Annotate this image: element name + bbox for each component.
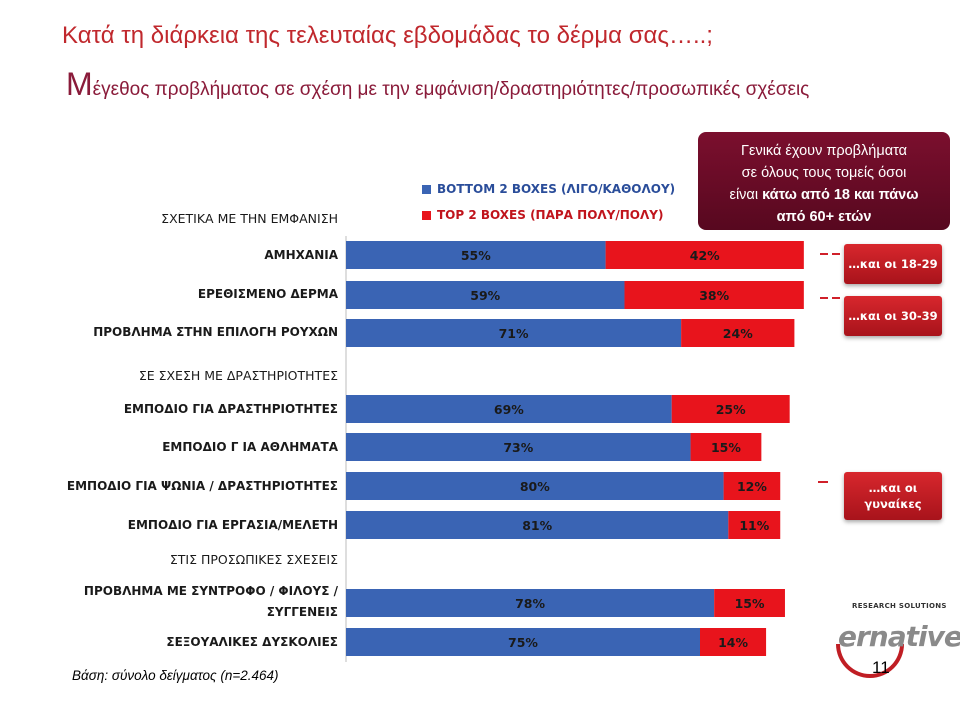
bar-top2 [723,472,781,500]
subtitle-initial: Μ [66,66,93,102]
row-label-shopping: ΕΜΠΟΔΙΟ ΓΙΑ ΨΩΝΙΑ / ΔΡΑΣΤΗΡΙΟΤΗΤΕΣ [66,479,338,493]
row-label-partner-friends: ΠΡΟΒΛΗΜΑ ΜΕ ΣΥΝΤΡΟΦΟ / ΦΙΛΟΥΣ / ΣΥΓΓΕΝΕΙ… [84,581,338,623]
callout-line-3: είναι κάτω από 18 και πάνω [698,184,950,206]
callout-line-1: Γενικά έχουν προβλήματα [741,143,907,159]
page-number: 11 [872,658,890,677]
tag-age-18-29: …και οι 18-29 [844,244,942,284]
bar-bottom2 [346,511,729,539]
bar-bottom2 [346,395,672,423]
bar-bottom2 [346,589,715,617]
legend-item-bottom2: BOTTOM 2 BOXES (ΛΙΓΟ/ΚΑΘΟΛΟΥ) [422,176,675,202]
callout-line-3-plain: είναι [729,187,763,203]
legend-label-bottom2: BOTTOM 2 BOXES (ΛΙΓΟ/ΚΑΘΟΛΟΥ) [437,182,676,196]
row-label-clothes-choice: ΠΡΟΒΛΗΜΑ ΣΤΗΝ ΕΠΙΛΟΓΗ ΡΟΥΧΩΝ [93,325,338,339]
data-label-bottom2: 81% [522,518,552,533]
data-label-bottom2: 75% [508,635,538,650]
data-label-bottom2: 69% [494,402,524,417]
bar-bottom2 [346,281,625,309]
subtitle-text: έγεθος προβλήματος σε σχέση με την εμφάν… [92,79,810,100]
data-label-top2: 42% [690,248,720,263]
bar-bottom2 [346,472,724,500]
legend-swatch-red [422,210,431,220]
tag-age-30-39: …και οι 30-39 [844,296,942,336]
data-label-top2: 11% [739,518,769,533]
bar-bottom2 [346,628,700,656]
data-label-top2: 15% [735,596,765,611]
bar-top2 [681,319,795,347]
bar-top2 [714,589,785,617]
row-label-activities: ΕΜΠΟΔΙΟ ΓΙΑ ΔΡΑΣΤΗΡΙΟΤΗΤΕΣ [123,402,338,416]
page-subtitle: Μέγεθος προβλήματος σε σχέση με την εμφά… [66,68,886,104]
bar-bottom2 [346,319,682,347]
row-label-sports: ΕΜΠΟΔΙΟ Γ ΙΑ ΑΘΛΗΜΑΤΑ [162,440,338,454]
callout-line-4-bold: από 60+ ετών [776,209,872,225]
data-label-bottom2: 80% [520,479,550,494]
bar-top2 [624,281,804,309]
bar-top2 [700,628,767,656]
data-label-top2: 25% [716,402,746,417]
data-label-top2: 38% [699,288,729,303]
tag-women-line-2: γυναίκες [864,497,922,511]
callout-line-3-bold: κάτω από 18 και πάνω [762,187,919,203]
bar-top2 [605,241,804,269]
legend-label-top2: TOP 2 BOXES (ΠΑΡΑ ΠΟΛΥ/ΠΟΛΥ) [437,208,664,222]
connector-dash [820,253,828,255]
connector-dash [820,297,828,299]
bar-top2 [671,395,790,423]
row-label-sexual-difficulties: ΣΕΞΟΥΑΛΙΚΕΣ ΔΥΣΚΟΛΙΕΣ [166,635,338,649]
connector-dash [832,297,840,299]
tag-women-line-1: …και οι [868,481,918,495]
row-label-embarrassment: ΑΜΗΧΑΝΙΑ [264,248,338,262]
data-label-bottom2: 73% [503,440,533,455]
age-callout: Γενικά έχουν προβλήματα σε όλους τους το… [698,132,950,230]
tag-women: …και οι γυναίκες [844,472,942,520]
data-label-top2: 15% [711,440,741,455]
bar-top2 [690,433,762,461]
data-label-bottom2: 71% [499,326,529,341]
connector-dash [818,481,828,483]
section-title-activities: ΣΕ ΣΧΕΣΗ ΜΕ ΔΡΑΣΤΗΡΙΟΤΗΤΕΣ [138,368,338,383]
row-label-irritated-skin: ΕΡΕΘΙΣΜΕΝΟ ΔΕΡΜΑ [197,287,338,301]
row-label-partner-friends-line-2: ΣΥΓΓΕΝΕΙΣ [266,605,338,619]
section-title-relationships: ΣΤΙΣ ΠΡΟΣΩΠΙΚΕΣ ΣΧΕΣΕΙΣ [169,552,338,567]
page-title: Κατά τη διάρκεια της τελευταίας εβδομάδα… [62,22,713,49]
callout-line-2: σε όλους τους τομείς όσοι [741,165,907,181]
callout-line-4: από 60+ ετών [698,206,950,228]
chart-legend: BOTTOM 2 BOXES (ΛΙΓΟ/ΚΑΘΟΛΟΥ) TOP 2 BOXE… [422,176,675,228]
data-label-bottom2: 59% [470,288,500,303]
data-label-top2: 14% [718,635,748,650]
data-label-top2: 24% [723,326,753,341]
legend-swatch-blue [422,184,431,194]
section-title-appearance: ΣΧΕΤΙΚΑ ΜΕ ΤΗΝ ΕΜΦΑΝΙΣΗ [161,211,338,226]
legend-item-top2: TOP 2 BOXES (ΠΑΡΑ ΠΟΛΥ/ΠΟΛΥ) [422,202,675,228]
data-label-bottom2: 55% [461,248,491,263]
bar-bottom2 [346,433,691,461]
logo-subtitle: RESEARCH SOLUTIONS [852,602,947,610]
bar-bottom2 [346,241,606,269]
company-logo: ernative [838,620,960,653]
connector-dash [832,253,840,255]
row-label-work-study: ΕΜΠΟΔΙΟ ΓΙΑ ΕΡΓΑΣΙΑ/ΜΕΛΕΤΗ [127,518,338,532]
data-label-top2: 12% [737,479,767,494]
bar-top2 [728,511,781,539]
row-label-partner-friends-line-1: ΠΡΟΒΛΗΜΑ ΜΕ ΣΥΝΤΡΟΦΟ / ΦΙΛΟΥΣ / [83,584,338,598]
sample-base-note: Βάση: σύνολο δείγματος (n=2.464) [72,668,279,683]
data-label-bottom2: 78% [515,596,545,611]
